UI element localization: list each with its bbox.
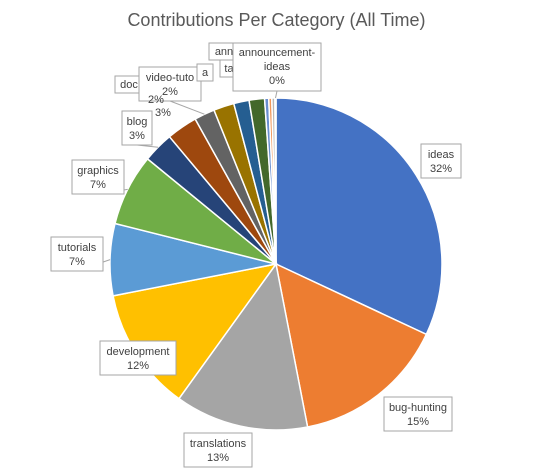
leader-line-video-tuto	[169, 100, 205, 115]
label-name-ideas: ideas	[428, 149, 455, 161]
label-box-graphics	[71, 159, 125, 195]
label-name-blog: blog	[127, 116, 148, 128]
label-pct-video-tuto: 2%	[162, 86, 178, 98]
label-pct-blog: 3%	[129, 130, 145, 142]
label-name-ann: ann	[215, 46, 233, 58]
label-name-development: development	[107, 346, 170, 358]
label-name-bug-hunting: bug-hunting	[389, 402, 447, 414]
label-box-bug-hunting	[383, 396, 453, 432]
label-name-tutorials: tutorials	[58, 242, 97, 254]
label-box-announcement-ideas	[232, 42, 322, 92]
leader-line-announcement-ideas	[275, 90, 278, 99]
label-name-doc: doc	[120, 79, 138, 91]
pie-slices	[109, 97, 443, 431]
chart-title: Contributions Per Category (All Time)	[127, 10, 426, 30]
label-box-ideas	[420, 143, 462, 179]
label-pct-translations: 13%	[207, 452, 229, 464]
label-box-video-tuto	[138, 66, 202, 102]
label-name-ta: ta	[224, 63, 234, 75]
label-box-blog	[121, 110, 153, 146]
label-pct-development: 12%	[127, 360, 149, 372]
label-name-a: a	[202, 67, 209, 79]
label-box-a	[196, 63, 214, 82]
label-name-announcement-ideas-line2: ideas	[264, 61, 291, 73]
label-pct-graphics: 7%	[90, 179, 106, 191]
label-pct-doc: 3%	[155, 107, 171, 119]
label-name-video-tuto: video-tuto	[146, 72, 194, 84]
pie-slice-translations	[177, 262, 309, 431]
slice-labels: ideas 32% bug-hunting 15% translations 13% dev…	[50, 42, 462, 468]
label-name-announcement-ideas-line1: announcement-	[239, 47, 316, 59]
label-pct-ideas: 32%	[430, 163, 452, 175]
label-box-translations	[183, 432, 253, 468]
label-pct-extra: 2%	[148, 94, 164, 106]
label-box-development	[99, 340, 177, 376]
label-name-graphics: graphics	[77, 165, 119, 177]
label-pct-bug-hunting: 15%	[407, 416, 429, 428]
pie-slice-announcement-ideas	[274, 97, 277, 265]
label-name-translations: translations	[190, 438, 247, 450]
pie-slice-ideas	[275, 97, 443, 336]
label-pct-tutorials: 7%	[69, 256, 85, 268]
pie-slice-bug-hunting	[274, 262, 428, 428]
label-pct-announcement-ideas: 0%	[269, 75, 285, 87]
label-box-tutorials	[50, 236, 104, 272]
